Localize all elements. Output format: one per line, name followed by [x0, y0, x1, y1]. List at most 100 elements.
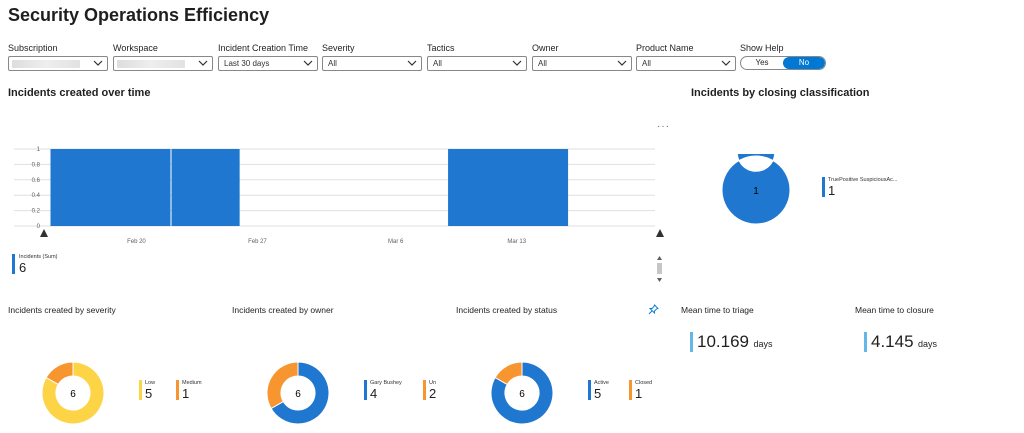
- donut-slice[interactable]: [494, 361, 523, 386]
- legend-label: Closed: [635, 380, 653, 386]
- legend-color-swatch: [423, 380, 426, 400]
- legend-value: 1: [828, 183, 836, 198]
- donut-slice[interactable]: [490, 361, 554, 425]
- closure-tile-title: Mean time to closure: [855, 305, 934, 315]
- closing-title: Incidents by closing classification: [691, 87, 870, 99]
- y-tick-label: 0.2: [32, 209, 41, 215]
- more-options-icon[interactable]: ···: [657, 121, 670, 132]
- x-tick-label: Mar 13: [507, 239, 526, 245]
- owner-param: Owner All: [532, 43, 632, 71]
- legend-value: 1: [635, 386, 643, 401]
- dropdown-value: All: [328, 59, 337, 68]
- chevron-down-icon: [617, 60, 627, 66]
- metric-bar: [690, 332, 693, 352]
- legend-color-swatch: [12, 254, 15, 274]
- show-help-toggle[interactable]: Yes No: [740, 56, 826, 70]
- tactics-param: Tactics All: [427, 43, 527, 71]
- bar[interactable]: [448, 149, 569, 226]
- workspace-param: Workspace: [113, 43, 213, 71]
- bar[interactable]: [50, 149, 171, 226]
- chevron-down-icon: [512, 60, 522, 66]
- closing-donut: 1: [721, 154, 791, 225]
- legend-color-swatch: [176, 380, 179, 400]
- dropdown-value: All: [642, 59, 651, 68]
- show-help-param: Show Help Yes No: [740, 43, 826, 70]
- donut-slice[interactable]: [270, 361, 330, 425]
- x-tick-label: Feb 27: [248, 239, 267, 245]
- tactics-dropdown[interactable]: All: [427, 56, 527, 71]
- owner-tile-title: Incidents created by owner: [232, 305, 334, 315]
- x-tick-label: Feb 20: [127, 239, 146, 245]
- x-tick-label: Mar 6: [388, 239, 404, 245]
- redacted-value: [12, 60, 80, 68]
- closing-legend: TruePositive SuspiciousAc... 1: [822, 177, 898, 198]
- legend-label: Medium: [182, 380, 202, 386]
- legend-value: 2: [429, 386, 437, 401]
- y-tick-label: 0.6: [32, 178, 41, 184]
- legend-label: Incidents (Sum): [19, 254, 58, 260]
- severity-tile-title: Incidents created by severity: [8, 305, 116, 315]
- legend-label: Low: [145, 380, 156, 386]
- legend-value: 1: [182, 386, 190, 401]
- triage-tile-title: Mean time to triage: [681, 305, 754, 315]
- donut-center-total: 1: [753, 186, 759, 197]
- time-range-dropdown[interactable]: Last 30 days: [218, 56, 318, 71]
- range-slider-right-handle[interactable]: [656, 229, 664, 237]
- legend-value: 5: [594, 386, 602, 401]
- param-label: Incident Creation Time: [218, 43, 309, 53]
- chevron-down-icon: [721, 60, 731, 66]
- legend-color-swatch: [629, 380, 632, 400]
- param-label: Workspace: [113, 43, 158, 53]
- closure-value: 4.145: [871, 332, 914, 351]
- pin-icon[interactable]: [648, 304, 659, 315]
- over-time-title: Incidents created over time: [8, 87, 151, 99]
- severity-dropdown[interactable]: All: [322, 56, 422, 71]
- donut-slice[interactable]: [266, 361, 299, 410]
- legend-label: Un: [429, 380, 437, 386]
- severity-param: Severity All: [322, 43, 422, 71]
- y-tick-label: 1: [37, 147, 41, 153]
- legend-color-swatch: [588, 380, 591, 400]
- status-tile-title: Incidents created by status: [456, 305, 558, 315]
- legend-value: 4: [370, 386, 378, 401]
- page-title: Security Operations Efficiency: [8, 5, 270, 25]
- product-dropdown[interactable]: All: [636, 56, 736, 71]
- owner-dropdown[interactable]: All: [532, 56, 632, 71]
- chevron-down-icon: [303, 60, 313, 66]
- y-tick-label: 0.4: [32, 193, 41, 199]
- over-time-legend: Incidents (Sum) 6: [12, 254, 58, 275]
- legend-value: 5: [145, 386, 153, 401]
- redacted-value: [117, 60, 185, 68]
- y-tick-label: 0.8: [32, 162, 41, 168]
- y-tick-label: 0: [37, 224, 41, 230]
- bar[interactable]: [171, 149, 240, 226]
- toggle-yes[interactable]: Yes: [755, 58, 769, 67]
- dropdown-value: Last 30 days: [224, 59, 270, 68]
- range-slider-left-handle[interactable]: [40, 229, 48, 237]
- workspace-dropdown[interactable]: [113, 56, 213, 71]
- param-label: Tactics: [427, 43, 455, 53]
- donut-center-total: 6: [70, 389, 76, 400]
- legend-label: Gary Bushey: [370, 380, 402, 386]
- subscription-dropdown[interactable]: [8, 56, 108, 71]
- status-donut: 6: [490, 361, 554, 425]
- dropdown-value: All: [433, 59, 442, 68]
- param-label: Severity: [322, 43, 355, 53]
- legend-label: Active: [594, 380, 609, 386]
- donut-slice[interactable]: [41, 361, 105, 425]
- donut-center-total: 6: [519, 389, 525, 400]
- donut-slice[interactable]: [721, 154, 791, 225]
- dropdown-value: All: [538, 59, 547, 68]
- legend-scrollbar[interactable]: [655, 254, 664, 284]
- donut-slice[interactable]: [45, 361, 74, 386]
- time-param: Incident Creation Time Last 30 days: [218, 43, 318, 71]
- param-label: Show Help: [740, 43, 784, 53]
- chevron-down-icon: [93, 60, 103, 66]
- legend-color-swatch: [139, 380, 142, 400]
- triage-unit: days: [753, 339, 773, 349]
- chevron-down-icon: [407, 60, 417, 66]
- param-label: Product Name: [636, 43, 694, 53]
- incidents-over-time-chart: 0 0.2 0.4 0.6 0.8 1 Feb 20 Feb 27 Mar 6 Mar 13: [14, 147, 664, 245]
- closure-unit: days: [918, 339, 938, 349]
- toggle-no[interactable]: No: [783, 57, 825, 69]
